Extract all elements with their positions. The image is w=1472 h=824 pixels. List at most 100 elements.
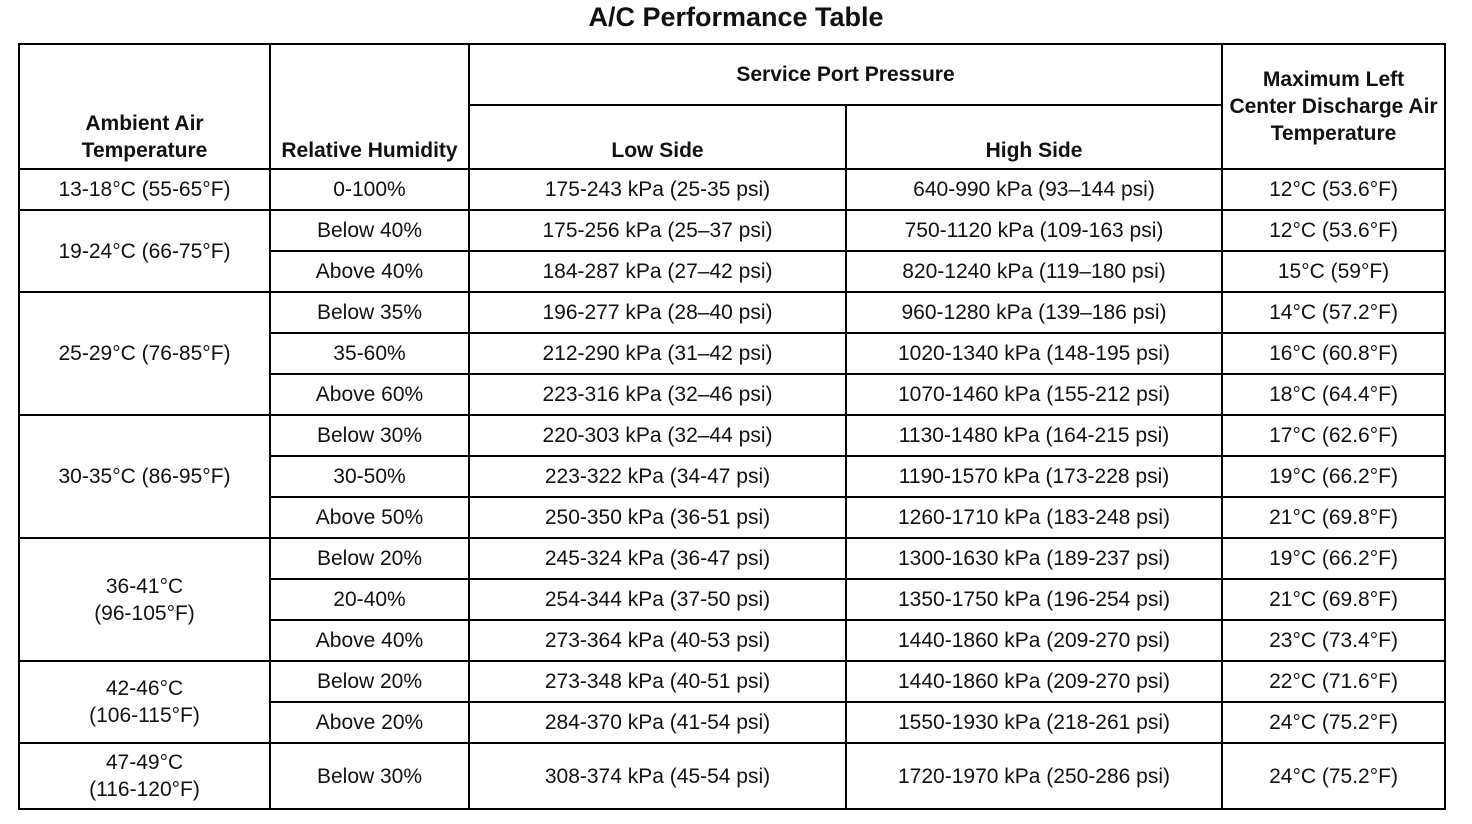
table-row: Above 50% 250-350 kPa (36-51 psi) 1260-171… — [19, 496, 1447, 539]
table-cell: Below 30% — [269, 414, 470, 457]
ambient-line: 47-49°C — [105, 751, 184, 774]
table-cell: 223-316 kPa (32–46 psi) — [468, 373, 847, 416]
table-cell: 184-287 kPa (27–42 psi) — [468, 250, 847, 293]
table-cell: 1130-1480 kPa (164-215 psi) — [844, 414, 1224, 457]
table-cell: 12°C (53.6°F) — [1221, 168, 1447, 211]
ambient-line: 13-18°C (55-65°F) — [58, 178, 231, 201]
table-cell: 223-322 kPa (34-47 psi) — [468, 455, 847, 498]
table-row: 47-49°C (116-120°F) Below 30% 308-374 kPa (… — [18, 742, 1447, 810]
ambient-cell: 42-46°C (106-115°F) — [18, 660, 271, 744]
table-cell: 250-350 kPa (36-51 psi) — [468, 496, 847, 539]
ambient-cell: 19-24°C (66-75°F) — [18, 209, 271, 293]
table-cell: 17°C (62.6°F) — [1221, 414, 1447, 457]
header-cell: Maximum Left Center Discharge Air Temper… — [1221, 43, 1447, 170]
table-cell: Above 40% — [269, 619, 470, 662]
table-cell: 640-990 kPa (93–144 psi) — [844, 168, 1224, 211]
table-cell: 19°C (66.2°F) — [1221, 537, 1447, 580]
table-cell: 1020-1340 kPa (148-195 psi) — [844, 332, 1224, 375]
table-cell: 1350-1750 kPa (196-254 psi) — [844, 578, 1224, 621]
table-cell: Below 20% — [269, 537, 470, 580]
ambient-cell: 25-29°C (76-85°F) — [18, 291, 271, 416]
table-row: Above 60% 223-316 kPa (32–46 psi) 1070-146… — [19, 373, 1447, 416]
ambient-line: 42-46°C — [105, 677, 184, 700]
table-cell: 273-364 kPa (40-53 psi) — [468, 619, 847, 662]
header-cell: High Side — [844, 104, 1224, 170]
table-title: A/C Performance Table — [588, 2, 884, 32]
table-cell: 245-324 kPa (36-47 psi) — [468, 537, 847, 580]
table-row: 30-35°C (86-95°F) Below 30% 220-303 kPa (3… — [18, 414, 1447, 539]
ambient-cell: 30-35°C (86-95°F) — [18, 414, 271, 539]
table-row: 35-60% 212-290 kPa (31–42 psi) 1020-1340 k… — [19, 332, 1447, 375]
table-cell: Above 60% — [269, 373, 470, 416]
table-cell: Below 40% — [269, 209, 470, 252]
table-cell: 12°C (53.6°F) — [1221, 209, 1447, 252]
table-cell: 1070-1460 kPa (155-212 psi) — [844, 373, 1224, 416]
table-cell: Below 35% — [269, 291, 470, 334]
table-cell: 175-256 kPa (25–37 psi) — [468, 209, 847, 252]
table-cell: 196-277 kPa (28–40 psi) — [468, 291, 847, 334]
table-cell: Above 20% — [269, 701, 470, 744]
ambient-cell: 47-49°C (116-120°F) — [18, 742, 271, 810]
ambient-line: (96-105°F) — [94, 601, 195, 625]
table-cell: 1550-1930 kPa (218-261 psi) — [844, 701, 1224, 744]
ambient-line: (116-120°F) — [89, 778, 200, 801]
table-cell: 35-60% — [269, 332, 470, 375]
header-cell: Service Port Pressure — [467, 43, 1224, 106]
table-cell: 24°C (75.2°F) — [1221, 701, 1447, 744]
table-cell: 19°C (66.2°F) — [1221, 455, 1447, 498]
table-cell: 308-374 kPa (45-54 psi) — [468, 742, 847, 810]
table-cell: 273-348 kPa (40-51 psi) — [468, 660, 847, 703]
table-row: Above 40% 184-287 kPa (27–42 psi) 820-1240… — [19, 250, 1447, 293]
table-row: 13-18°C (55-65°F) 0-100% 175-243 kPa (25-3… — [18, 168, 1447, 211]
table-cell: 1440-1860 kPa (209-270 psi) — [844, 660, 1224, 703]
table-cell: 21°C (69.8°F) — [1221, 578, 1447, 621]
table-cell: 175-243 kPa (25-35 psi) — [468, 168, 847, 211]
table-row: Above 20% 284-370 kPa (41-54 psi) 1550-193… — [19, 701, 1447, 744]
table-cell: Below 20% — [269, 660, 470, 703]
ambient-line: (106-115°F) — [89, 704, 200, 727]
table-cell: 254-344 kPa (37-50 psi) — [468, 578, 847, 621]
header-cell: Ambient Air Temperature — [18, 43, 271, 170]
table-cell: 220-303 kPa (32–44 psi) — [468, 414, 847, 457]
table-cell: 0-100% — [269, 168, 470, 211]
table-cell: 20-40% — [269, 578, 470, 621]
table-row: Above 40% 273-364 kPa (40-53 psi) 1440-186… — [19, 619, 1447, 662]
ambient-cell: 13-18°C (55-65°F) — [18, 168, 271, 211]
table-row: 20-40% 254-344 kPa (37-50 psi) 1350-1750 k… — [19, 578, 1447, 621]
table-cell: 1300-1630 kPa (189-237 psi) — [844, 537, 1224, 580]
table-cell: Below 30% — [269, 742, 470, 810]
table-cell: 16°C (60.8°F) — [1221, 332, 1447, 375]
table-cell: 1190-1570 kPa (173-228 psi) — [844, 455, 1224, 498]
table-cell: 24°C (75.2°F) — [1221, 742, 1447, 810]
table-body: 13-18°C (55-65°F) 0-100% 175-243 kPa (25-3… — [18, 168, 1447, 810]
table-cell: 30-50% — [269, 455, 470, 498]
table-cell: 212-290 kPa (31–42 psi) — [468, 332, 847, 375]
ambient-line: 25-29°C (76-85°F) — [58, 342, 231, 365]
table-cell: 284-370 kPa (41-54 psi) — [468, 701, 847, 744]
ambient-cell: 36-41°C (96-105°F) — [18, 537, 271, 662]
table-cell: 15°C (59°F) — [1221, 250, 1447, 293]
table-row: 42-46°C (106-115°F) Below 20% 273-348 kPa (… — [18, 660, 1447, 744]
performance-table: Ambient Air Temperature Relative Humidit… — [18, 43, 1447, 810]
header-cell: Relative Humidity — [269, 43, 470, 170]
table-cell: 22°C (71.6°F) — [1221, 660, 1447, 703]
table-cell: 1440-1860 kPa (209-270 psi) — [844, 619, 1224, 662]
table-cell: 960-1280 kPa (139–186 psi) — [844, 291, 1224, 334]
table-cell: 14°C (57.2°F) — [1221, 291, 1447, 334]
table-row: 19-24°C (66-75°F) Below 40% 175-256 kPa (2… — [18, 209, 1447, 293]
table-cell: 820-1240 kPa (119–180 psi) — [844, 250, 1224, 293]
ambient-line: 19-24°C (66-75°F) — [58, 239, 231, 263]
table-row: 36-41°C (96-105°F) Below 20% 245-324 kPa (3… — [18, 537, 1447, 662]
ambient-line: 30-35°C (86-95°F) — [58, 465, 231, 488]
table-cell: 750-1120 kPa (109-163 psi) — [844, 209, 1224, 252]
table-row: 25-29°C (76-85°F) Below 35% 196-277 kPa (2… — [18, 291, 1447, 416]
table-cell: 23°C (73.4°F) — [1221, 619, 1447, 662]
table-cell: 18°C (64.4°F) — [1221, 373, 1447, 416]
table-cell: 1260-1710 kPa (183-248 psi) — [844, 496, 1224, 539]
table-cell: 21°C (69.8°F) — [1221, 496, 1447, 539]
ambient-line: 36-41°C — [105, 574, 184, 598]
header-cell: Low Side — [468, 104, 847, 170]
table-cell: Above 50% — [269, 496, 470, 539]
table-row: 30-50% 223-322 kPa (34-47 psi) 1190-1570 k… — [19, 455, 1447, 498]
